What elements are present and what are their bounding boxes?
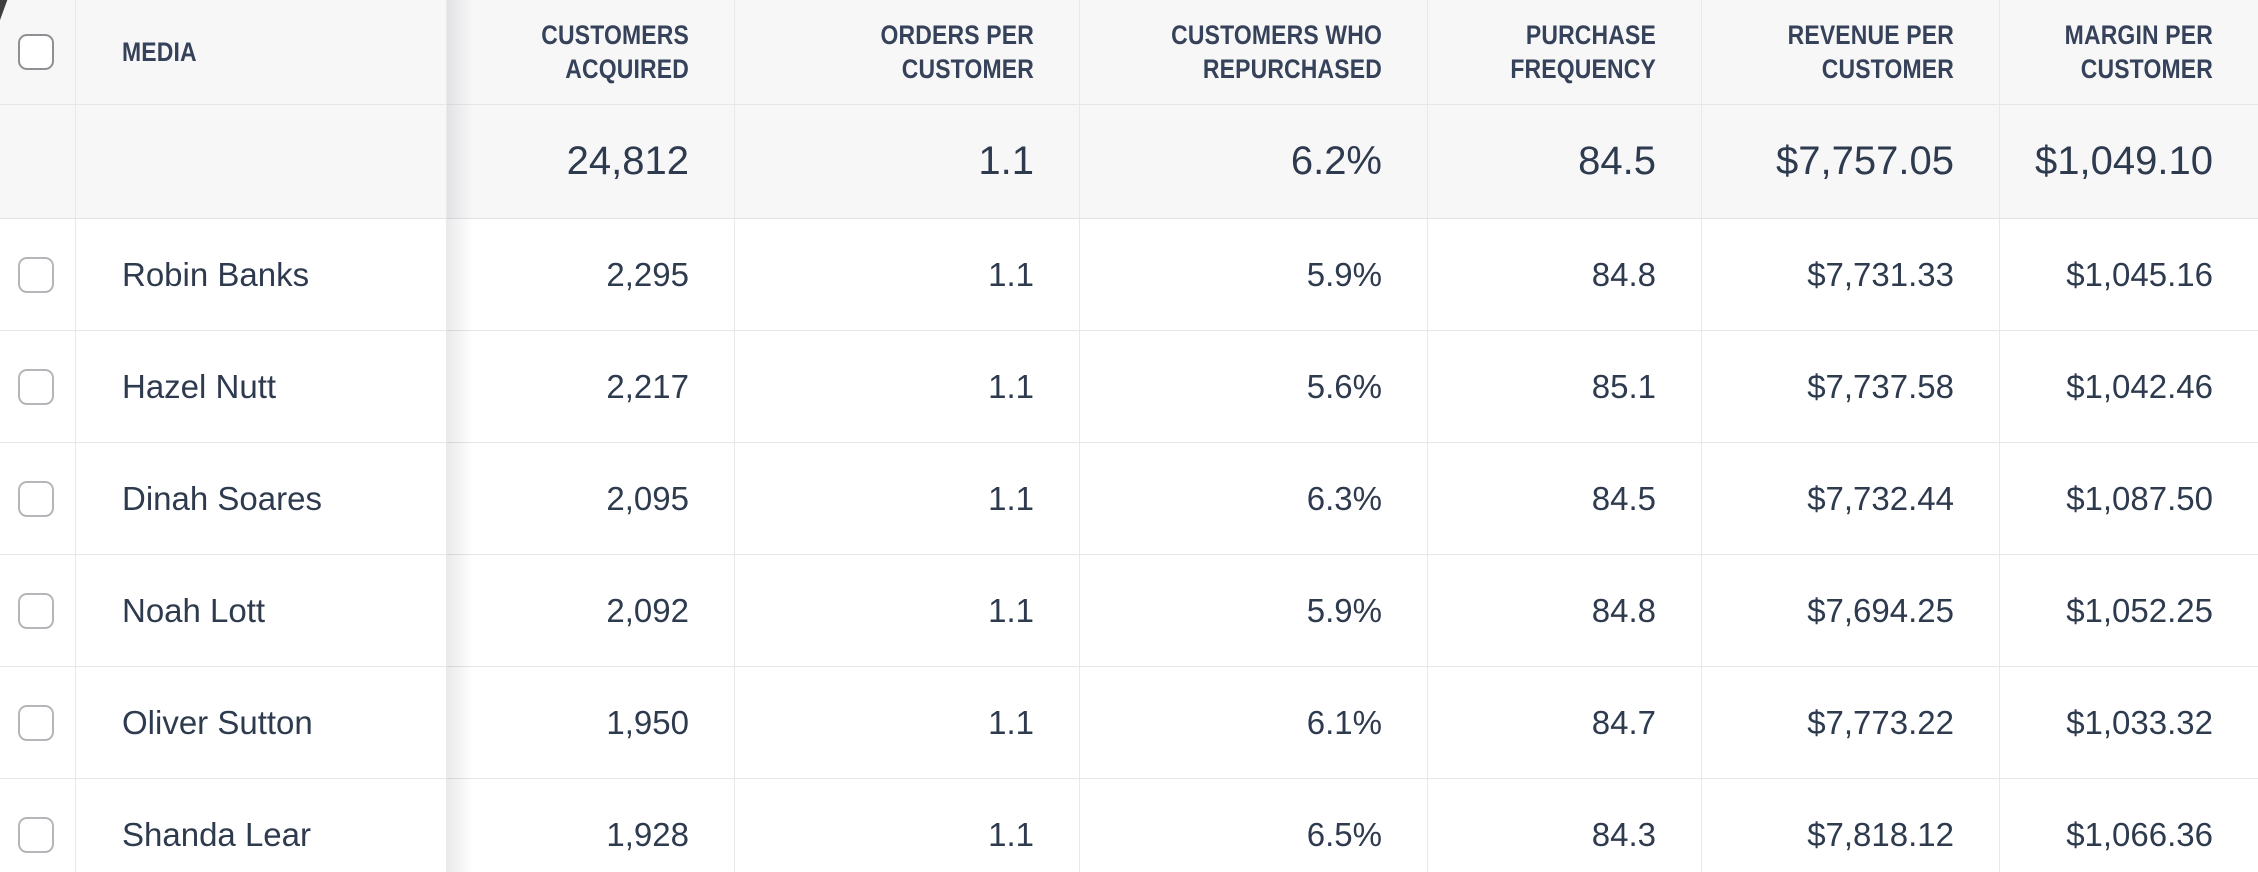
column-header-label: ORDERS PER CUSTOMER bbox=[880, 20, 1034, 84]
revenue-per-customer-cell: $7,737.58 bbox=[1702, 331, 2000, 442]
totals-margin-per-customer: $1,049.10 bbox=[2035, 139, 2213, 183]
select-all-checkbox[interactable] bbox=[18, 34, 54, 70]
customers-acquired-cell: 2,095 bbox=[447, 443, 735, 554]
margin-per-customer-cell: $1,042.46 bbox=[2066, 367, 2213, 405]
column-header-label: REVENUE PER CUSTOMER bbox=[1787, 20, 1954, 84]
select-all-cell bbox=[0, 0, 76, 104]
column-header-label: CUSTOMERS ACQUIRED bbox=[541, 20, 689, 84]
column-header-customers-acquired[interactable]: CUSTOMERS ACQUIRED bbox=[447, 0, 735, 104]
totals-orders-per-customer: 1.1 bbox=[735, 105, 1080, 218]
totals-media-cell bbox=[76, 105, 447, 218]
revenue-per-customer-cell: $7,732.44 bbox=[1702, 443, 2000, 554]
revenue-per-customer-cell: $7,818.12 bbox=[1702, 779, 2000, 872]
purchase-frequency-cell: 84.7 bbox=[1428, 667, 1702, 778]
row-checkbox[interactable] bbox=[18, 256, 54, 293]
media-name: Dinah Soares bbox=[122, 479, 322, 517]
purchase-frequency-cell: 84.3 bbox=[1428, 779, 1702, 872]
row-checkbox-cell bbox=[0, 331, 76, 442]
totals-customers-who-repurchased: 6.2% bbox=[1080, 105, 1428, 218]
margin-per-customer-cell: $1,066.36 bbox=[2066, 815, 2213, 853]
orders-per-customer-cell: 1.1 bbox=[735, 779, 1080, 872]
revenue-per-customer-cell: $7,773.22 bbox=[1702, 667, 2000, 778]
orders-per-customer-cell: 1.1 bbox=[735, 555, 1080, 666]
row-checkbox[interactable] bbox=[18, 704, 54, 741]
totals-purchase-frequency: 84.5 bbox=[1428, 105, 1702, 218]
revenue-per-customer-cell: $7,731.33 bbox=[1702, 219, 2000, 330]
column-header-label: MARGIN PER CUSTOMER bbox=[2064, 20, 2213, 84]
media-name: Robin Banks bbox=[122, 255, 310, 293]
media-cell: Hazel Nutt bbox=[76, 331, 447, 442]
customers-who-repurchased-cell: 6.5% bbox=[1080, 779, 1428, 872]
customers-acquired-cell: 1,928 bbox=[447, 779, 735, 872]
table-row: Hazel Nutt 2,217 1.1 5.6% 85.1 $7,737.58… bbox=[0, 331, 2258, 443]
media-cell: Robin Banks bbox=[76, 219, 447, 330]
customers-who-repurchased-cell: 6.1% bbox=[1080, 667, 1428, 778]
totals-row: 24,812 1.1 6.2% 84.5 $7,757.05 $1,049.10 bbox=[0, 105, 2258, 219]
row-checkbox-cell bbox=[0, 555, 76, 666]
customers-who-repurchased-cell: 5.9% bbox=[1080, 555, 1428, 666]
purchase-frequency-cell: 84.8 bbox=[1428, 219, 1702, 330]
column-header-label: CUSTOMERS WHO REPURCHASED bbox=[1171, 20, 1382, 84]
totals-checkbox-cell bbox=[0, 105, 76, 218]
column-header-revenue-per-customer[interactable]: REVENUE PER CUSTOMER bbox=[1702, 0, 2000, 104]
column-header-label: PURCHASE FREQUENCY bbox=[1510, 20, 1656, 84]
media-name: Oliver Sutton bbox=[122, 703, 313, 741]
customers-who-repurchased-cell: 5.9% bbox=[1080, 219, 1428, 330]
table-body: Robin Banks 2,295 1.1 5.9% 84.8 $7,731.3… bbox=[0, 219, 2258, 872]
column-header-media[interactable]: MEDIA bbox=[76, 0, 447, 104]
media-cell: Noah Lott bbox=[76, 555, 447, 666]
column-header-label: MEDIA bbox=[122, 37, 197, 67]
column-header-orders-per-customer[interactable]: ORDERS PER CUSTOMER bbox=[735, 0, 1080, 104]
row-checkbox-cell bbox=[0, 779, 76, 872]
row-checkbox-cell bbox=[0, 219, 76, 330]
media-cell: Oliver Sutton bbox=[76, 667, 447, 778]
media-cell: Shanda Lear bbox=[76, 779, 447, 872]
row-checkbox[interactable] bbox=[18, 592, 54, 629]
customers-who-repurchased-cell: 5.6% bbox=[1080, 331, 1428, 442]
media-name: Noah Lott bbox=[122, 591, 266, 629]
orders-per-customer-cell: 1.1 bbox=[735, 667, 1080, 778]
purchase-frequency-cell: 84.8 bbox=[1428, 555, 1702, 666]
column-header-margin-per-customer[interactable]: MARGIN PER CUSTOMER bbox=[2000, 0, 2258, 104]
totals-customers-acquired: 24,812 bbox=[447, 105, 735, 218]
table-row: Shanda Lear 1,928 1.1 6.5% 84.3 $7,818.1… bbox=[0, 779, 2258, 872]
table-row: Noah Lott 2,092 1.1 5.9% 84.8 $7,694.25 … bbox=[0, 555, 2258, 667]
margin-per-customer-cell: $1,033.32 bbox=[2066, 703, 2213, 741]
customers-acquired-cell: 2,295 bbox=[447, 219, 735, 330]
table-row: Robin Banks 2,295 1.1 5.9% 84.8 $7,731.3… bbox=[0, 219, 2258, 331]
margin-per-customer-cell: $1,087.50 bbox=[2066, 479, 2213, 517]
orders-per-customer-cell: 1.1 bbox=[735, 443, 1080, 554]
column-header-customers-who-repurchased[interactable]: CUSTOMERS WHO REPURCHASED bbox=[1080, 0, 1428, 104]
table-header-row: MEDIA CUSTOMERS ACQUIRED ORDERS PER CUST… bbox=[0, 0, 2258, 105]
orders-per-customer-cell: 1.1 bbox=[735, 219, 1080, 330]
media-name: Hazel Nutt bbox=[122, 367, 277, 405]
row-checkbox[interactable] bbox=[18, 480, 54, 517]
revenue-per-customer-cell: $7,694.25 bbox=[1702, 555, 2000, 666]
media-name: Shanda Lear bbox=[122, 815, 311, 853]
row-checkbox[interactable] bbox=[18, 368, 54, 405]
media-cell: Dinah Soares bbox=[76, 443, 447, 554]
orders-per-customer-cell: 1.1 bbox=[735, 331, 1080, 442]
customers-acquired-cell: 2,092 bbox=[447, 555, 735, 666]
table-row: Oliver Sutton 1,950 1.1 6.1% 84.7 $7,773… bbox=[0, 667, 2258, 779]
purchase-frequency-cell: 85.1 bbox=[1428, 331, 1702, 442]
row-checkbox-cell bbox=[0, 667, 76, 778]
row-checkbox-cell bbox=[0, 443, 76, 554]
customers-acquired-cell: 2,217 bbox=[447, 331, 735, 442]
table-row: Dinah Soares 2,095 1.1 6.3% 84.5 $7,732.… bbox=[0, 443, 2258, 555]
row-checkbox[interactable] bbox=[18, 816, 54, 853]
totals-revenue-per-customer: $7,757.05 bbox=[1702, 105, 2000, 218]
margin-per-customer-cell: $1,045.16 bbox=[2066, 255, 2213, 293]
margin-per-customer-cell: $1,052.25 bbox=[2066, 591, 2213, 629]
customers-who-repurchased-cell: 6.3% bbox=[1080, 443, 1428, 554]
column-header-purchase-frequency[interactable]: PURCHASE FREQUENCY bbox=[1428, 0, 1702, 104]
purchase-frequency-cell: 84.5 bbox=[1428, 443, 1702, 554]
customers-acquired-cell: 1,950 bbox=[447, 667, 735, 778]
